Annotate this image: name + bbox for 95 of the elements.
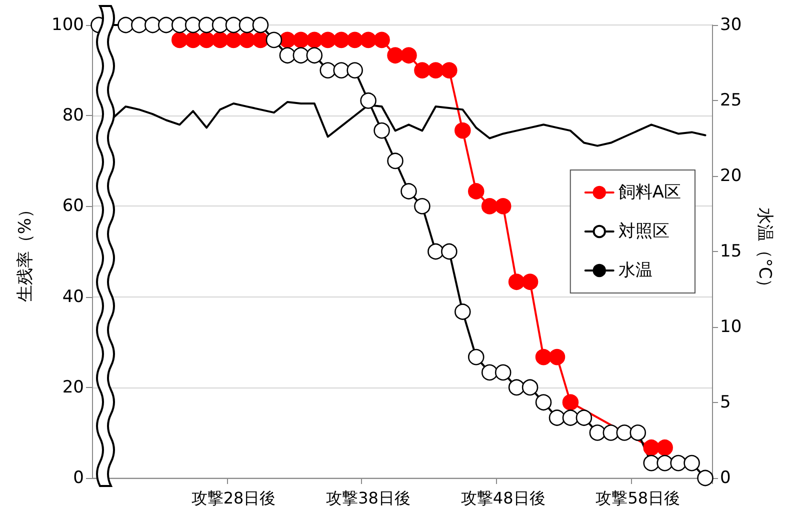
y2-tick-label: 15 — [720, 242, 742, 262]
point — [320, 62, 336, 78]
point — [522, 274, 538, 290]
point — [548, 410, 566, 426]
point — [306, 47, 323, 64]
point — [131, 16, 148, 34]
y2-tick-label: 10 — [720, 317, 742, 337]
point — [428, 62, 444, 78]
y-tick-label: 100 — [52, 15, 84, 35]
point — [118, 16, 134, 34]
point — [225, 32, 242, 48]
point — [158, 16, 174, 34]
point — [387, 47, 404, 64]
point — [508, 274, 525, 290]
y2-tick-label: 20 — [720, 166, 742, 186]
point — [238, 32, 256, 48]
point — [360, 32, 376, 48]
legend-label: 対照区 — [618, 222, 670, 242]
point — [670, 454, 686, 472]
point — [508, 379, 525, 396]
point — [468, 183, 484, 200]
legend-label: 水温 — [618, 260, 652, 280]
point — [374, 32, 390, 48]
point — [454, 122, 471, 139]
y-tick-label: 60 — [62, 196, 84, 216]
point — [184, 32, 202, 48]
point — [494, 364, 512, 381]
point — [279, 47, 296, 64]
point — [333, 32, 350, 48]
point — [387, 152, 404, 170]
y-tick-label: 20 — [62, 377, 84, 398]
y2-tick-label: 0 — [720, 468, 731, 488]
point — [346, 62, 363, 78]
point — [441, 62, 458, 78]
point — [184, 16, 202, 34]
y2-tick-label: 5 — [720, 392, 731, 412]
point — [562, 410, 579, 426]
point — [548, 348, 566, 366]
point — [616, 424, 633, 441]
point — [266, 32, 282, 48]
point — [441, 243, 458, 260]
point — [360, 92, 376, 109]
point — [144, 16, 161, 34]
point — [468, 348, 484, 366]
y2-axis-title: 水温（°C） — [754, 207, 774, 296]
y-tick-label: 80 — [62, 106, 84, 126]
point — [428, 243, 444, 260]
x-tick-label: 攻撃58日後 — [596, 488, 680, 508]
point — [333, 62, 350, 78]
point — [494, 198, 512, 214]
point — [481, 198, 498, 214]
point — [697, 470, 714, 486]
point — [292, 47, 310, 64]
y2-tick-label: 30 — [720, 15, 742, 35]
point — [374, 122, 390, 139]
x-tick-label: 攻撃38日後 — [326, 488, 410, 508]
point — [252, 32, 269, 48]
point — [602, 424, 620, 441]
point — [656, 440, 673, 456]
point — [454, 304, 471, 320]
point — [400, 47, 417, 64]
point — [306, 32, 323, 48]
point — [522, 379, 538, 396]
x-tick-label: 攻撃48日後 — [460, 488, 546, 508]
point — [292, 32, 310, 48]
point — [212, 32, 228, 48]
legend-label: 飼料A区 — [618, 182, 682, 202]
point — [171, 32, 188, 48]
point — [535, 394, 552, 410]
point — [198, 16, 215, 34]
point — [171, 16, 188, 34]
point — [414, 198, 430, 214]
point — [656, 454, 673, 472]
point — [346, 32, 363, 48]
point — [589, 424, 606, 441]
point — [320, 32, 336, 48]
point — [643, 454, 660, 472]
point — [212, 16, 228, 34]
y2-tick-label: 25 — [720, 90, 742, 110]
point — [238, 16, 256, 34]
point — [400, 183, 417, 200]
y-axis-title: 生残率（%） — [16, 200, 36, 302]
point — [562, 394, 579, 410]
point — [414, 62, 430, 78]
point — [630, 424, 646, 441]
point — [481, 364, 498, 381]
y-tick-label: 0 — [73, 468, 84, 488]
point — [576, 410, 592, 426]
y-tick-label: 40 — [62, 286, 84, 307]
point — [225, 16, 242, 34]
point — [252, 16, 269, 34]
x-tick-label: 攻撃28日後 — [191, 488, 276, 508]
point — [535, 348, 552, 366]
point — [643, 440, 660, 456]
point — [684, 454, 700, 472]
